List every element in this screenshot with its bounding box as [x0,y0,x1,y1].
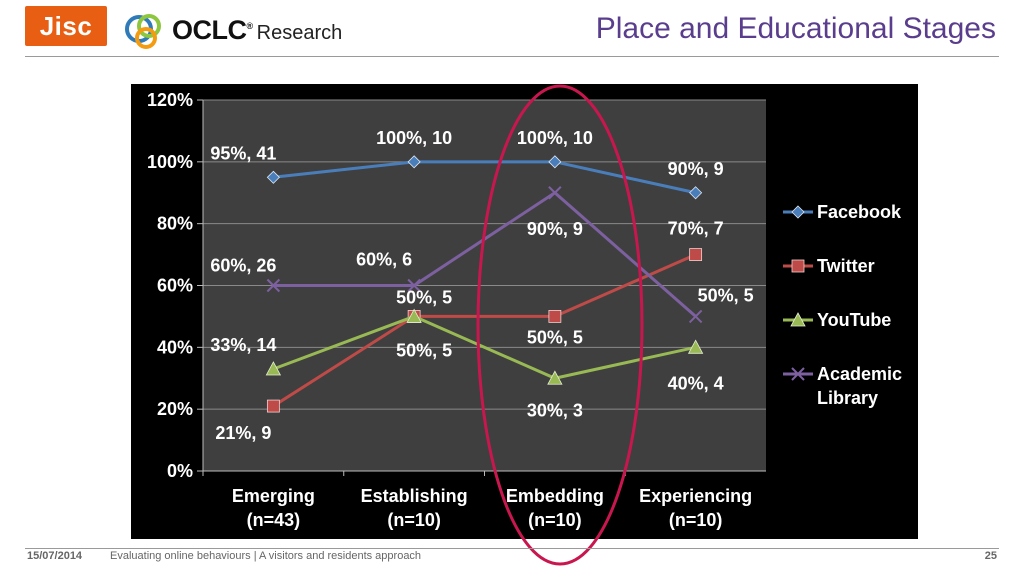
line-chart: 0% 20% 40% 60% 80% 100% 120% Emerging (n=43) Esta… [147,90,902,530]
data-point [407,278,421,293]
slide-title: Place and Educational Stages [595,12,996,45]
data-point [406,308,422,323]
data-label: 95%, 41 [210,143,276,163]
data-label: 90%, 9 [668,159,724,179]
legend-label: Twitter [817,256,875,276]
footer-date: 15/07/2014 [27,550,83,562]
y-tick-label: 100% [147,152,193,172]
data-label: 100%, 10 [517,128,593,148]
x-tick-label: Experiencing [639,486,752,506]
y-tick-label: 120% [147,90,193,110]
data-label: 33%, 14 [210,335,276,355]
data-point [407,155,421,169]
data-label: 100%, 10 [376,128,452,148]
data-label: 30%, 3 [527,400,583,420]
header-divider [25,56,999,57]
data-label: 60%, 26 [210,256,276,276]
data-label: 50%, 5 [396,287,452,307]
legend-swatch-marker [791,367,805,381]
data-point [689,248,703,261]
data-point [689,186,703,200]
footer-divider [25,548,999,549]
data-point [266,399,280,413]
data-point [548,310,562,323]
data-label: 21%, 9 [215,423,271,443]
oclc-research-logo: OCLC® Research [122,8,342,52]
legend-swatch-marker [790,312,806,327]
x-tick-label: (n=10) [528,510,582,530]
data-point [265,361,282,376]
legend-label: Academic [817,364,902,384]
x-tick-label: (n=43) [247,510,301,530]
jisc-logo: Jisc [25,6,107,46]
data-label: 50%, 5 [396,340,452,360]
data-label: 70%, 7 [668,219,724,239]
y-tick-label: 20% [157,399,193,419]
chart-panel: 0% 20% 40% 60% 80% 100% 120% Emerging (n=43) Esta… [131,84,918,539]
x-tick-label: Establishing [361,486,468,506]
data-point [688,309,703,324]
legend-swatch-marker [791,205,805,219]
data-label: 60%, 6 [356,250,412,270]
oclc-circles-icon [125,14,161,49]
legend-label: Facebook [817,202,902,222]
y-tick-label: 0% [167,461,193,481]
jisc-logo-text: Jisc [39,10,93,41]
page-number: 25 [984,550,997,562]
x-tick-label: (n=10) [387,510,441,530]
data-point [266,278,281,293]
legend-label: YouTube [817,310,891,330]
data-point [266,170,280,184]
x-tick-label: (n=10) [669,510,723,530]
legend-swatch-marker [791,259,805,273]
data-label: 90%, 9 [527,219,583,239]
data-label: 40%, 4 [668,373,724,393]
data-label: 50%, 5 [698,285,754,305]
y-tick-label: 40% [157,337,193,357]
y-tick-label: 60% [157,276,193,296]
oclc-wordmark: OCLC® [172,14,253,45]
footer-caption: Evaluating online behaviours | A visitor… [110,550,422,562]
oclc-research-label: Research [256,21,343,44]
data-point [687,339,704,354]
x-tick-label: Emerging [232,486,315,506]
data-label: 50%, 5 [527,327,583,347]
x-tick-label: Embedding [506,486,604,506]
legend-label: Library [817,388,878,408]
y-tick-label: 80% [157,214,193,234]
